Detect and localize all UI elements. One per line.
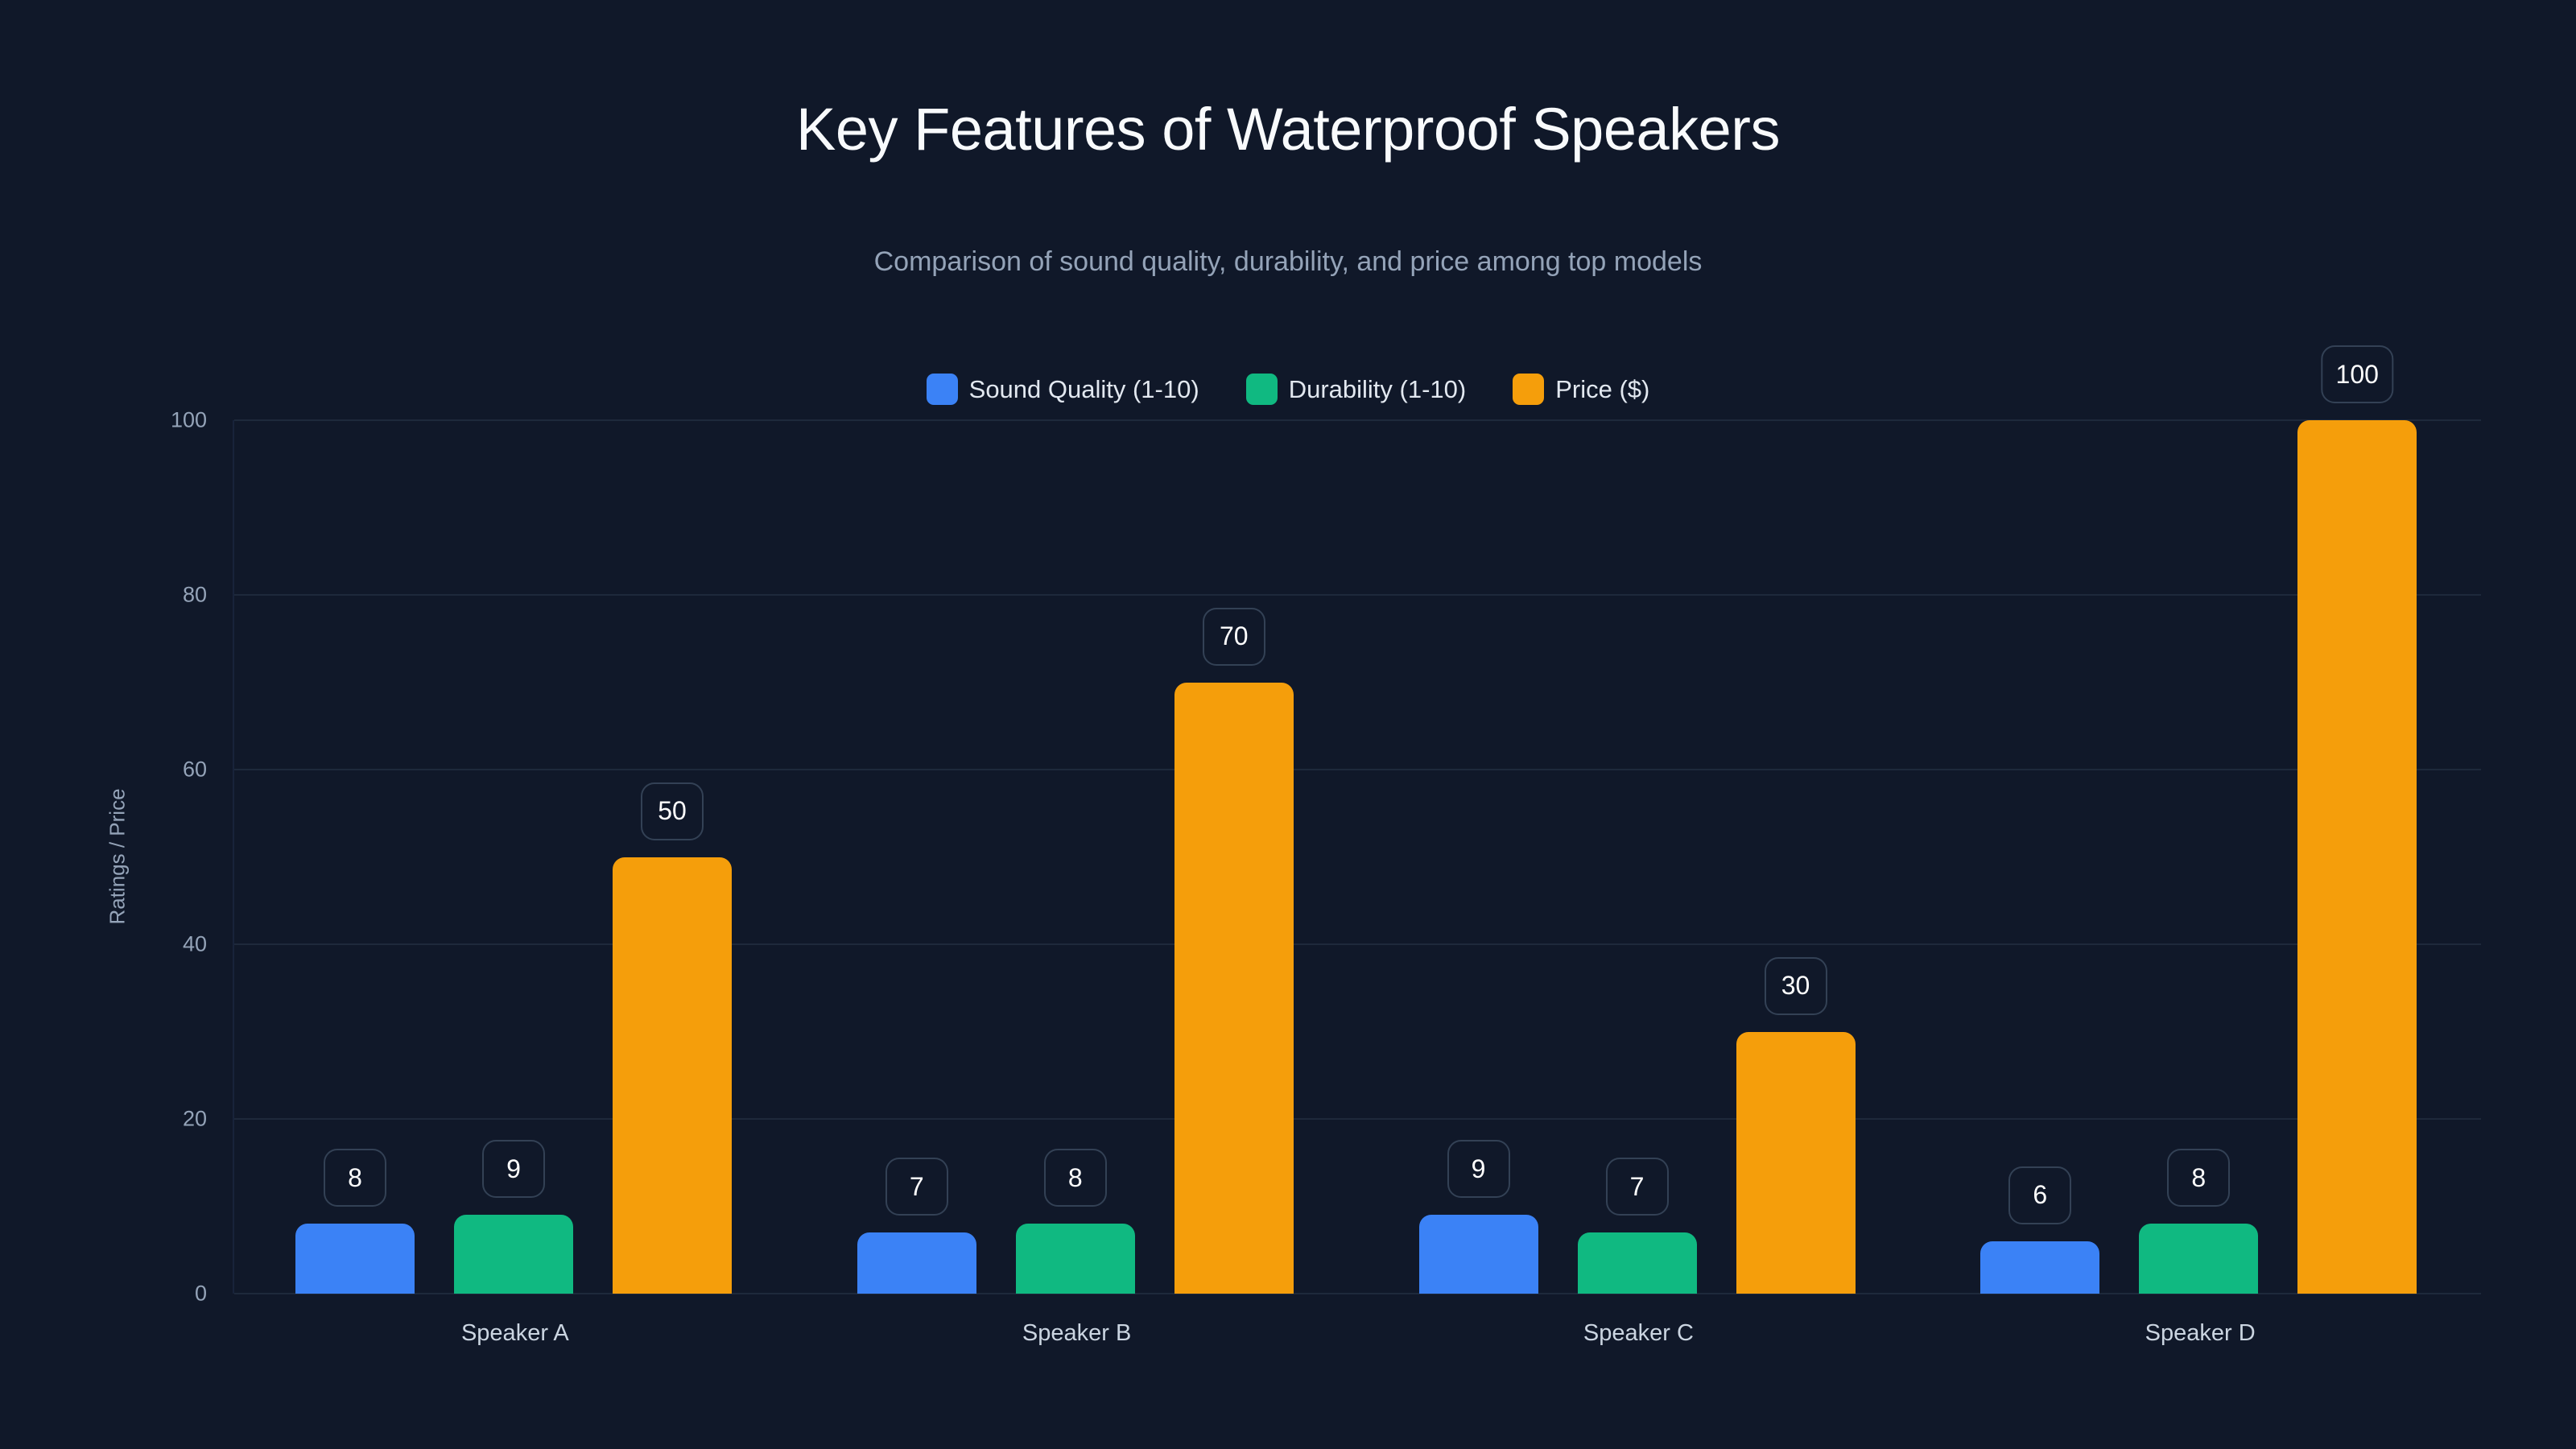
gridline xyxy=(234,1293,2481,1294)
bar-durability[interactable] xyxy=(454,1215,573,1294)
legend-label: Price ($) xyxy=(1555,374,1650,403)
legend-swatch-icon xyxy=(926,374,958,405)
bar-sound-quality[interactable] xyxy=(1418,1215,1538,1294)
value-label: 8 xyxy=(1043,1149,1107,1208)
y-tick-label: 100 xyxy=(170,407,207,432)
bar-group-speaker-d: 6 8 100 Speaker D xyxy=(1919,345,2481,1346)
legend-label: Durability (1-10) xyxy=(1288,374,1467,403)
gridline xyxy=(234,1118,2481,1120)
value-label: 100 xyxy=(2321,345,2393,403)
x-category-label: Speaker C xyxy=(1583,1320,1694,1346)
legend-swatch-icon xyxy=(1513,374,1545,405)
value-label: 9 xyxy=(1447,1140,1510,1199)
legend-item-sound-quality[interactable]: Sound Quality (1-10) xyxy=(926,374,1199,405)
y-tick-label: 0 xyxy=(194,1281,207,1306)
value-label: 9 xyxy=(482,1140,545,1199)
y-tick-label: 60 xyxy=(182,757,207,782)
chart-title: Key Features of Waterproof Speakers xyxy=(796,96,1780,163)
bar-price[interactable] xyxy=(1174,682,1294,1294)
gridline xyxy=(234,594,2481,596)
bar-sound-quality[interactable] xyxy=(295,1224,415,1294)
x-category-label: Speaker A xyxy=(460,1320,569,1346)
bar-sound-quality[interactable] xyxy=(1980,1241,2100,1294)
gridline xyxy=(234,943,2481,945)
y-tick-label: 20 xyxy=(182,1106,207,1131)
y-tick-label: 40 xyxy=(182,931,207,956)
bar-durability[interactable] xyxy=(2139,1224,2259,1294)
bar-group-speaker-a: 8 9 50 Speaker A xyxy=(234,420,796,1346)
value-label: 6 xyxy=(2008,1166,2072,1224)
legend-label: Sound Quality (1-10) xyxy=(968,374,1199,403)
value-label: 7 xyxy=(885,1158,948,1216)
bar-group-speaker-b: 7 8 70 Speaker B xyxy=(796,420,1358,1346)
value-label: 8 xyxy=(324,1149,386,1208)
legend-item-durability[interactable]: Durability (1-10) xyxy=(1245,374,1467,405)
bar-sound-quality[interactable] xyxy=(857,1232,976,1294)
legend-item-price[interactable]: Price ($) xyxy=(1513,374,1649,405)
value-label: 30 xyxy=(1764,956,1827,1015)
bar-durability[interactable] xyxy=(1015,1224,1135,1294)
chart-subtitle: Comparison of sound quality, durability,… xyxy=(873,246,1703,277)
value-label: 50 xyxy=(641,782,704,840)
y-axis-title: Ratings / Price xyxy=(105,788,130,925)
bar-group-speaker-c: 9 7 30 Speaker C xyxy=(1358,420,1920,1346)
plot-area: 0 20 40 60 80 100 8 9 50 Speaker A 7 8 70 Speaker B 9 7… xyxy=(171,345,2481,1346)
bar-durability[interactable] xyxy=(1577,1232,1697,1294)
value-label: 8 xyxy=(2167,1149,2231,1208)
bar-price[interactable] xyxy=(1736,1031,1856,1294)
legend: Sound Quality (1-10) Durability (1-10) P… xyxy=(0,374,2576,405)
y-tick-label: 80 xyxy=(182,582,207,607)
x-category-label: Speaker D xyxy=(2145,1320,2256,1346)
bar-price[interactable] xyxy=(613,857,732,1294)
value-label: 70 xyxy=(1202,607,1265,666)
value-label: 7 xyxy=(1605,1158,1669,1216)
x-category-label: Speaker B xyxy=(1022,1320,1132,1346)
gridline xyxy=(234,769,2481,770)
legend-swatch-icon xyxy=(1245,374,1278,405)
bar-price[interactable] xyxy=(2297,420,2417,1294)
gridline xyxy=(234,419,2481,421)
